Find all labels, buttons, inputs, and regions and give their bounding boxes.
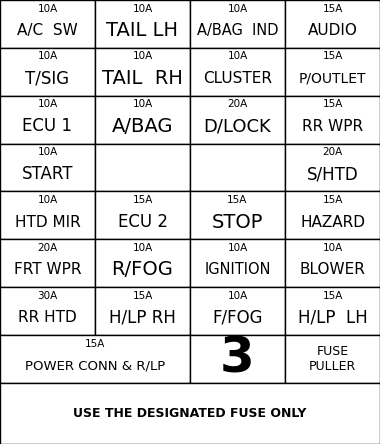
Text: POWER CONN & R/LP: POWER CONN & R/LP <box>25 359 165 372</box>
Bar <box>285 335 380 383</box>
Text: H/LP  LH: H/LP LH <box>298 309 367 327</box>
Text: 10A: 10A <box>227 4 248 14</box>
Text: A/BAG  IND: A/BAG IND <box>197 23 278 38</box>
Text: 20A: 20A <box>37 243 58 253</box>
Text: A/C  SW: A/C SW <box>17 23 78 38</box>
Text: 10A: 10A <box>37 4 58 14</box>
Text: 3: 3 <box>220 335 255 383</box>
Text: 10A: 10A <box>132 243 153 253</box>
Bar <box>95 48 190 96</box>
Text: RR HTD: RR HTD <box>18 310 77 325</box>
Text: 10A: 10A <box>227 243 248 253</box>
Bar <box>95 191 190 239</box>
Text: STOP: STOP <box>212 213 263 231</box>
Text: 15A: 15A <box>322 52 343 61</box>
Text: 10A: 10A <box>132 99 153 109</box>
Text: A/BAG: A/BAG <box>112 117 173 136</box>
Text: 10A: 10A <box>322 243 343 253</box>
Text: 30A: 30A <box>37 291 58 301</box>
Text: 10A: 10A <box>37 52 58 61</box>
Bar <box>0 0 95 48</box>
Bar <box>190 335 285 383</box>
Text: 20A: 20A <box>227 99 248 109</box>
Text: 15A: 15A <box>322 99 343 109</box>
Bar <box>190 239 285 287</box>
Text: CLUSTER: CLUSTER <box>203 71 272 86</box>
Text: TAIL LH: TAIL LH <box>106 21 179 40</box>
Bar <box>285 191 380 239</box>
Text: BLOWER: BLOWER <box>299 262 366 278</box>
Bar <box>95 96 190 143</box>
Bar <box>285 0 380 48</box>
Text: 10A: 10A <box>132 52 153 61</box>
Text: ECU 2: ECU 2 <box>117 213 168 231</box>
Text: D/LOCK: D/LOCK <box>204 117 271 135</box>
Bar <box>0 383 380 444</box>
Text: 10A: 10A <box>37 195 58 205</box>
Bar <box>285 96 380 143</box>
Bar <box>190 96 285 143</box>
Text: H/LP RH: H/LP RH <box>109 309 176 327</box>
Text: 10A: 10A <box>37 147 58 157</box>
Bar <box>190 48 285 96</box>
Bar <box>190 143 285 191</box>
Bar <box>95 143 190 191</box>
Bar <box>0 96 95 143</box>
Bar <box>285 48 380 96</box>
Text: ECU 1: ECU 1 <box>22 117 73 135</box>
Bar <box>95 287 190 335</box>
Text: START: START <box>22 165 73 183</box>
Text: P/OUTLET: P/OUTLET <box>299 71 366 86</box>
Text: T/SIG: T/SIG <box>25 69 70 87</box>
Text: 20A: 20A <box>322 147 343 157</box>
Text: F/FOG: F/FOG <box>212 309 263 327</box>
Text: 15A: 15A <box>132 291 153 301</box>
Bar <box>95 0 190 48</box>
Text: 10A: 10A <box>132 4 153 14</box>
Bar <box>0 287 95 335</box>
Text: 15A: 15A <box>85 339 105 349</box>
Bar <box>95 239 190 287</box>
Text: S/HTD: S/HTD <box>307 165 358 183</box>
Text: 15A: 15A <box>322 195 343 205</box>
Text: HAZARD: HAZARD <box>300 214 365 230</box>
Text: TAIL  RH: TAIL RH <box>102 69 183 88</box>
Text: 15A: 15A <box>322 4 343 14</box>
Bar <box>285 143 380 191</box>
Bar <box>285 287 380 335</box>
Bar <box>285 239 380 287</box>
Text: FRT WPR: FRT WPR <box>14 262 81 278</box>
Text: 15A: 15A <box>132 195 153 205</box>
Text: USE THE DESIGNATED FUSE ONLY: USE THE DESIGNATED FUSE ONLY <box>73 407 307 420</box>
Bar <box>0 239 95 287</box>
Bar <box>190 0 285 48</box>
Bar <box>190 191 285 239</box>
Text: 15A: 15A <box>322 291 343 301</box>
Text: HTD MIR: HTD MIR <box>14 214 81 230</box>
Text: R/FOG: R/FOG <box>112 260 173 279</box>
Bar <box>0 143 95 191</box>
Bar <box>0 335 190 383</box>
Text: RR WPR: RR WPR <box>302 119 363 134</box>
Text: AUDIO: AUDIO <box>307 23 358 38</box>
Text: FUSE
PULLER: FUSE PULLER <box>309 345 356 373</box>
Bar <box>0 191 95 239</box>
Text: IGNITION: IGNITION <box>204 262 271 278</box>
Text: 10A: 10A <box>37 99 58 109</box>
Bar <box>0 48 95 96</box>
Text: 10A: 10A <box>227 291 248 301</box>
Text: 15A: 15A <box>227 195 248 205</box>
Text: 10A: 10A <box>227 52 248 61</box>
Bar <box>190 287 285 335</box>
